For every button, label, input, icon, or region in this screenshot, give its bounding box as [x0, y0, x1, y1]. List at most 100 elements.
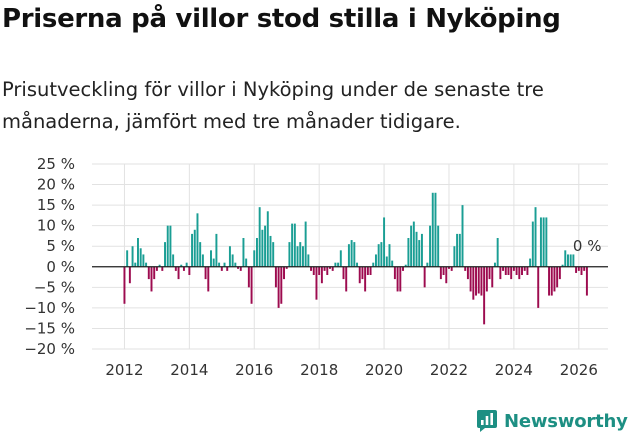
bar: [358, 266, 361, 284]
bar: [218, 262, 221, 267]
bar: [458, 233, 461, 267]
bar: [415, 231, 418, 267]
bars: [123, 192, 588, 325]
bar: [310, 266, 313, 271]
bar: [255, 238, 258, 267]
bar: [182, 266, 185, 271]
bar: [264, 225, 267, 267]
bar: [226, 266, 229, 271]
bar: [380, 242, 383, 267]
bar: [199, 242, 202, 267]
bar: [364, 266, 367, 292]
bar: [274, 266, 277, 288]
bar: [377, 244, 380, 267]
bar: [196, 213, 199, 267]
bar: [191, 233, 194, 267]
bar: [537, 266, 540, 308]
bar: [515, 266, 518, 275]
x-tick-label: 2014: [170, 361, 208, 379]
bar: [561, 264, 564, 267]
bar: [123, 266, 126, 304]
bar: [558, 266, 561, 280]
bar: [188, 266, 191, 275]
bar: [245, 258, 248, 267]
bar: [342, 266, 345, 280]
bar: [439, 266, 442, 280]
bar: [207, 266, 210, 292]
bar: [318, 266, 321, 275]
bar: [128, 266, 131, 284]
y-tick-label: 15 %: [37, 196, 75, 214]
bar: [583, 266, 586, 271]
bar: [542, 217, 545, 267]
bar: [504, 266, 507, 275]
bar: [210, 250, 212, 267]
bar: [356, 262, 359, 267]
bar: [502, 266, 505, 271]
bar: [453, 246, 456, 267]
y-axis-ticks: 25 % 20 % 15 % 10 % 5 % 0 % −5 % −10 % −15 % −20 …: [24, 155, 75, 358]
bar: [393, 266, 396, 280]
y-tick-label: −15 %: [24, 319, 75, 337]
bar: [434, 192, 437, 267]
bar: [223, 262, 226, 267]
bar: [485, 266, 488, 292]
bar: [237, 266, 240, 269]
bar: [312, 266, 315, 275]
x-tick-label: 2012: [105, 361, 143, 379]
bar: [131, 246, 134, 267]
bar: [383, 217, 386, 267]
bar: [134, 262, 137, 267]
bar: [461, 205, 464, 267]
bar: [337, 262, 340, 267]
bar: [242, 238, 245, 267]
bar: [550, 266, 553, 296]
bar: [234, 262, 237, 267]
bar: [201, 254, 204, 267]
bar: [407, 238, 410, 267]
bar: [320, 266, 323, 284]
bar: [304, 221, 307, 267]
bar: [577, 266, 580, 271]
y-tick-label: −5 %: [34, 278, 75, 296]
bar: [334, 262, 337, 267]
bar: [469, 266, 472, 292]
bar: [247, 266, 250, 288]
bar: [456, 233, 459, 267]
bar: [477, 266, 480, 294]
bar: [526, 266, 529, 275]
bar: [518, 266, 521, 280]
bar: [499, 266, 502, 280]
bar: [412, 221, 415, 267]
bar: [491, 266, 494, 288]
bar: [539, 217, 542, 267]
bar: [269, 235, 272, 267]
y-tick-label: −20 %: [24, 340, 75, 358]
chart-subtitle: Prisutveckling för villor i Nyköping und…: [2, 78, 544, 133]
bar: [283, 266, 285, 280]
bar: [480, 266, 483, 296]
bar: [204, 266, 207, 280]
bar: [172, 254, 175, 267]
x-tick-label: 2022: [430, 361, 468, 379]
bar: [326, 266, 329, 275]
bar: [350, 240, 353, 267]
y-tick-label: 20 %: [37, 176, 75, 194]
bar: [404, 264, 407, 267]
x-tick-label: 2024: [495, 361, 533, 379]
bar: [288, 242, 291, 267]
end-value-label: 0 %: [573, 237, 602, 255]
bar: [442, 266, 445, 275]
bar: [307, 254, 310, 267]
bar: [345, 266, 348, 292]
chart-title: Priserna på villor stod stilla i Nyköpin…: [2, 4, 561, 34]
bar: [529, 258, 532, 267]
bar: [220, 266, 223, 271]
bar: [466, 266, 469, 280]
x-axis-ticks: 2012 2014 2016 2018 2020 2022 2024 2026: [105, 361, 598, 379]
brand-logo: Newsworthy: [476, 409, 628, 433]
bar: [372, 262, 375, 267]
bar: [277, 266, 280, 308]
bar: [339, 250, 342, 267]
bar: [545, 217, 548, 267]
